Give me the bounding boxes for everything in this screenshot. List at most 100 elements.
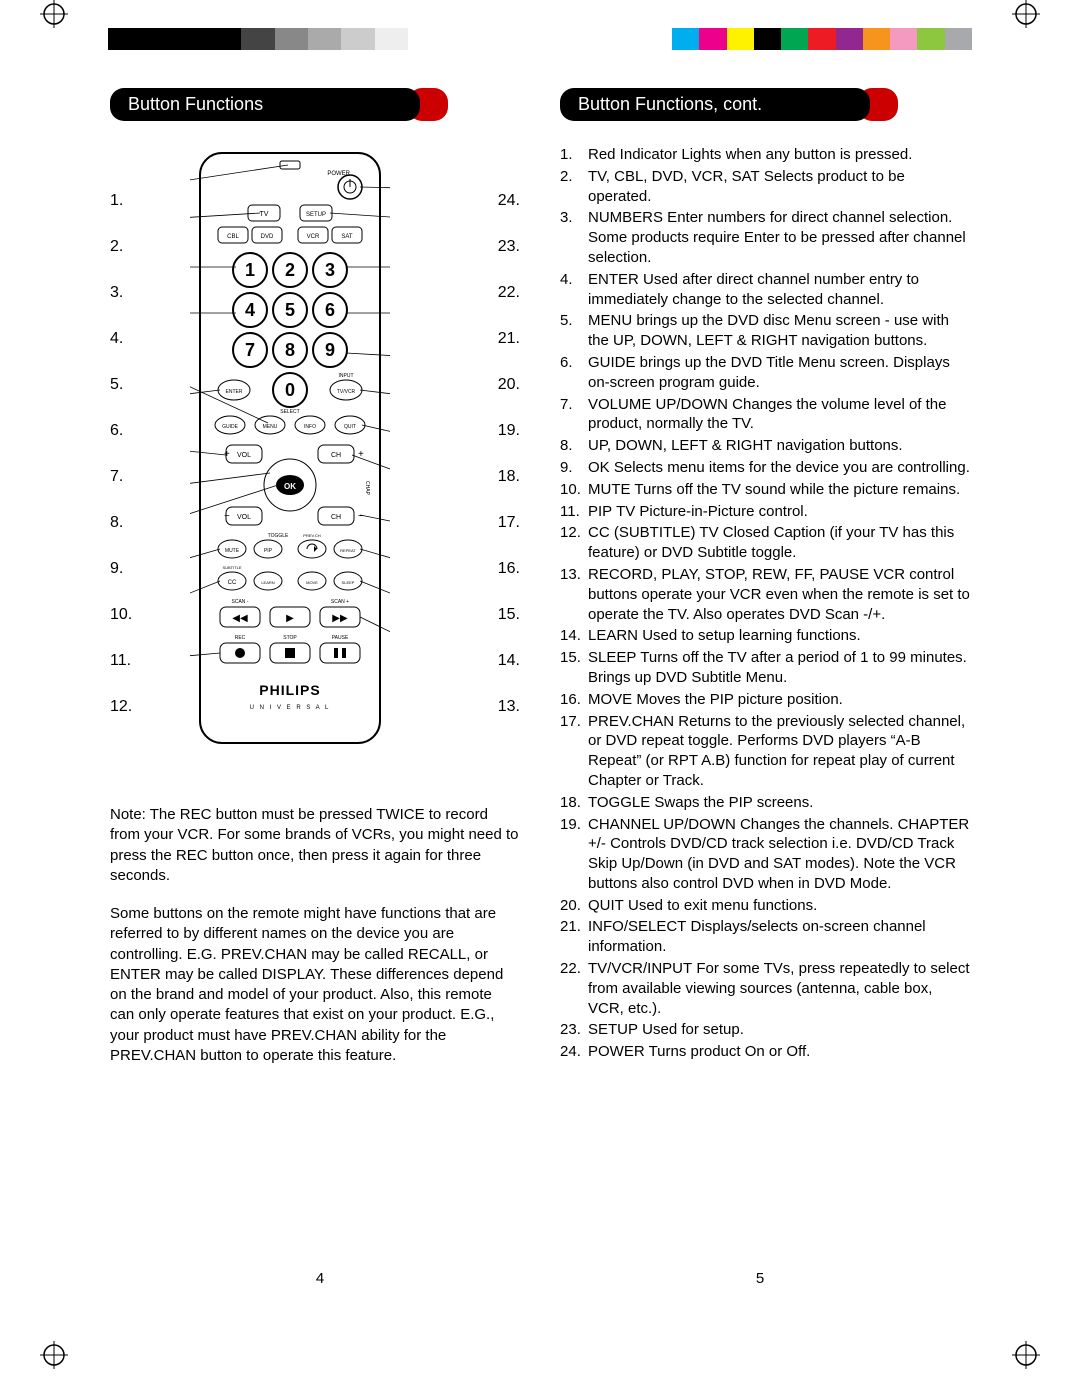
callout-left: 2. — [110, 239, 132, 255]
function-item: SLEEP Turns off the TV after a period of… — [560, 648, 970, 688]
registration-mark-bottom-left — [40, 1341, 68, 1369]
callout-left: 6. — [110, 423, 132, 439]
callout-left: 4. — [110, 331, 132, 347]
svg-text:U N I V E R S A L: U N I V E R S A L — [250, 705, 331, 711]
callout-left: 11. — [110, 653, 132, 669]
svg-text:3: 3 — [325, 260, 335, 280]
callout-right: 16. — [498, 561, 520, 577]
svg-text:MENU: MENU — [263, 424, 278, 430]
svg-text:VOL: VOL — [237, 452, 251, 459]
function-item: RECORD, PLAY, STOP, REW, FF, PAUSE VCR c… — [560, 565, 970, 624]
svg-text:PAUSE: PAUSE — [332, 635, 349, 641]
remote-diagram: 1.2.3.4.5.6.7.8.9.10.11.12. 24.23.22.21.… — [110, 145, 520, 785]
function-item: LEARN Used to setup learning functions. — [560, 626, 970, 646]
function-item: MENU brings up the DVD disc Menu screen … — [560, 311, 970, 351]
compatibility-paragraph: Some buttons on the remote might have fu… — [110, 904, 520, 1066]
page-number-right: 5 — [550, 1270, 970, 1287]
function-item: TOGGLE Swaps the PIP screens. — [560, 793, 970, 813]
color-strip-color — [672, 28, 972, 50]
svg-text:SUBTITLE: SUBTITLE — [222, 565, 241, 570]
color-strip-grayscale — [108, 28, 408, 50]
svg-text:SLEEP: SLEEP — [342, 580, 355, 585]
svg-text:−: − — [224, 511, 230, 522]
svg-text:CC: CC — [228, 580, 237, 586]
callout-right: 24. — [498, 193, 520, 209]
left-column: Button Functions 1.2.3.4.5.6.7.8.9.10.11… — [110, 88, 520, 1084]
svg-text:SCAN -: SCAN - — [232, 599, 249, 605]
svg-text:VOL: VOL — [237, 514, 251, 521]
svg-text:TOGGLE: TOGGLE — [268, 533, 289, 539]
callout-left: 8. — [110, 515, 132, 531]
registration-mark-bottom-right — [1012, 1341, 1040, 1369]
svg-text:CH: CH — [331, 514, 341, 521]
callout-right: 15. — [498, 607, 520, 623]
svg-text:VCR: VCR — [307, 234, 320, 240]
registration-mark-top-right — [1012, 0, 1040, 28]
callout-right: 17. — [498, 515, 520, 531]
callout-right: 21. — [498, 331, 520, 347]
svg-text:CBL: CBL — [227, 234, 239, 240]
function-item: QUIT Used to exit menu functions. — [560, 896, 970, 916]
svg-text:SAT: SAT — [341, 234, 353, 240]
function-item: INFO/SELECT Displays/selects on-screen c… — [560, 917, 970, 957]
callout-left: 7. — [110, 469, 132, 485]
svg-text:SELECT: SELECT — [280, 409, 299, 415]
svg-text:MOVE: MOVE — [306, 580, 318, 585]
svg-text:7: 7 — [245, 340, 255, 360]
function-list: Red Indicator Lights when any button is … — [560, 145, 970, 1062]
svg-text:PHILIPS: PHILIPS — [259, 682, 320, 698]
callout-right: 20. — [498, 377, 520, 393]
svg-text:QUIT: QUIT — [344, 424, 356, 430]
svg-text:SETUP: SETUP — [306, 212, 326, 218]
svg-text:ENTER: ENTER — [226, 389, 243, 395]
svg-text:▶: ▶ — [286, 613, 294, 624]
svg-text:8: 8 — [285, 340, 295, 360]
callout-left: 1. — [110, 193, 132, 209]
svg-text:0: 0 — [285, 380, 295, 400]
svg-text:GUIDE: GUIDE — [222, 424, 239, 430]
header-left: Button Functions — [110, 88, 420, 121]
svg-text:CHAP: CHAP — [364, 481, 370, 496]
callout-left: 3. — [110, 285, 132, 301]
function-item: GUIDE brings up the DVD Title Menu scree… — [560, 353, 970, 393]
svg-text:PREV.CH: PREV.CH — [303, 533, 321, 538]
function-item: ENTER Used after direct channel number e… — [560, 270, 970, 310]
svg-text:TV: TV — [260, 211, 269, 218]
remote-svg: POWER TV SETUP CBL DVD VCR SAT 1 2 3 4 5 — [190, 145, 390, 765]
function-item: TV, CBL, DVD, VCR, SAT Selects product t… — [560, 167, 970, 207]
callout-left: 5. — [110, 377, 132, 393]
function-item: CHANNEL UP/DOWN Changes the channels. CH… — [560, 815, 970, 894]
function-item: MUTE Turns off the TV sound while the pi… — [560, 480, 970, 500]
function-item: NUMBERS Enter numbers for direct channel… — [560, 208, 970, 267]
svg-text:6: 6 — [325, 300, 335, 320]
svg-text:▶▶: ▶▶ — [332, 613, 348, 624]
function-item: VOLUME UP/DOWN Changes the volume level … — [560, 395, 970, 435]
header-right: Button Functions, cont. — [560, 88, 870, 121]
function-item: OK Selects menu items for the device you… — [560, 458, 970, 478]
rec-note: Note: The REC button must be pressed TWI… — [110, 805, 520, 886]
function-item: UP, DOWN, LEFT & RIGHT navigation button… — [560, 436, 970, 456]
registration-mark-top-left — [40, 0, 68, 28]
function-item: PIP TV Picture-in-Picture control. — [560, 502, 970, 522]
function-item: CC (SUBTITLE) TV Closed Caption (if your… — [560, 523, 970, 563]
svg-text:INPUT: INPUT — [339, 373, 354, 379]
svg-text:5: 5 — [285, 300, 295, 320]
svg-text:PIP: PIP — [264, 548, 273, 554]
function-item: POWER Turns product On or Off. — [560, 1042, 970, 1062]
svg-text:REPEAT: REPEAT — [340, 548, 356, 553]
callout-right: 14. — [498, 653, 520, 669]
svg-text:LEARN: LEARN — [261, 580, 274, 585]
function-item: MOVE Moves the PIP picture position. — [560, 690, 970, 710]
callout-right: 22. — [498, 285, 520, 301]
svg-text:2: 2 — [285, 260, 295, 280]
svg-text:TV/VCR: TV/VCR — [337, 389, 356, 395]
svg-text:STOP: STOP — [283, 635, 297, 641]
svg-text:SCAN +: SCAN + — [331, 599, 349, 605]
page-number-left: 4 — [110, 1270, 530, 1287]
function-item: SETUP Used for setup. — [560, 1020, 970, 1040]
svg-text:OK: OK — [284, 482, 296, 491]
svg-text:CH: CH — [331, 452, 341, 459]
svg-text:REC: REC — [235, 635, 246, 641]
callout-left: 12. — [110, 699, 132, 715]
callout-right: 18. — [498, 469, 520, 485]
